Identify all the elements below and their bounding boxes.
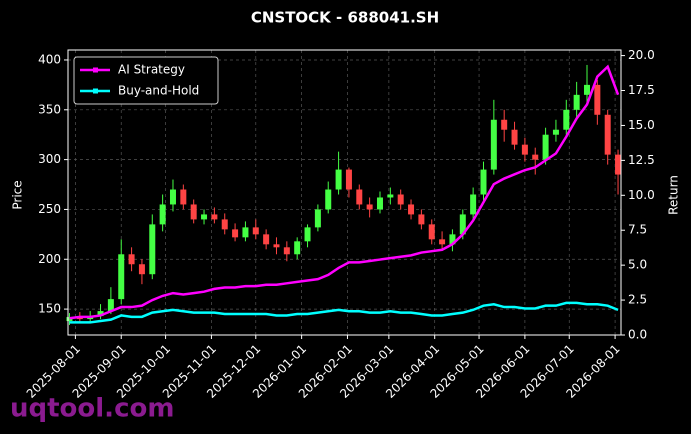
- y-tick-label: 350: [38, 102, 61, 116]
- legend-marker: [93, 67, 98, 73]
- candle-body: [169, 189, 176, 205]
- y2-tick-label: 7.5: [628, 223, 647, 237]
- candle-body: [428, 224, 435, 240]
- candle-body: [335, 169, 342, 190]
- candle-body: [149, 224, 156, 275]
- candle-body: [408, 204, 415, 215]
- candle-body: [356, 189, 363, 205]
- candle-body: [273, 244, 280, 248]
- candle-body: [376, 197, 383, 210]
- candle-body: [542, 134, 549, 160]
- chart-title: CNSTOCK - 688041.SH: [251, 9, 439, 27]
- y-tick-label: 250: [38, 202, 61, 216]
- y2-tick-label: 5.0: [628, 258, 647, 272]
- candle-body: [366, 204, 373, 210]
- candle-body: [418, 214, 425, 225]
- candle-body: [325, 189, 332, 210]
- candle-body: [211, 214, 218, 220]
- y2-tick-label: 0.0: [628, 328, 647, 342]
- candle-body: [470, 194, 477, 215]
- candle-body: [532, 154, 539, 160]
- candle-body: [594, 84, 601, 115]
- y2-tick-label: 10.0: [628, 188, 655, 202]
- candle-body: [439, 239, 446, 245]
- candle-body: [490, 119, 497, 170]
- candle-body: [397, 194, 404, 205]
- y2-tick-label: 20.0: [628, 48, 655, 62]
- watermark: uqtool.com: [10, 394, 174, 424]
- candle-body: [66, 317, 73, 322]
- candle-body: [180, 189, 187, 205]
- candle-body: [552, 129, 559, 135]
- return-line: [69, 64, 620, 320]
- candle-body: [449, 234, 456, 245]
- candle-body: [159, 204, 166, 225]
- y-tick-label: 200: [38, 252, 61, 266]
- candle-body: [521, 144, 528, 155]
- candle-body: [294, 241, 301, 255]
- candle-body: [583, 84, 590, 95]
- candle-body: [511, 129, 518, 145]
- y2-tick-label: 12.5: [628, 153, 655, 167]
- y-axis-label: Price: [11, 180, 25, 209]
- plot-frame: [67, 49, 622, 336]
- y2-tick-label: 2.5: [628, 293, 647, 307]
- candle-body: [283, 247, 290, 255]
- candle-body: [107, 299, 114, 312]
- candle-body: [232, 229, 239, 238]
- y-tick-label: 150: [38, 302, 61, 316]
- candle-body: [563, 109, 570, 130]
- candle-body: [615, 154, 622, 175]
- y-tick-label: 300: [38, 152, 61, 166]
- y2-tick-label: 17.5: [628, 83, 655, 97]
- y-tick-label: 400: [38, 52, 61, 66]
- candle-body: [263, 234, 270, 245]
- candle-body: [221, 219, 228, 230]
- candle-body: [118, 254, 125, 300]
- legend-marker: [93, 88, 98, 94]
- candle-body: [128, 254, 135, 265]
- candle-body: [138, 264, 145, 275]
- candle-body: [387, 194, 394, 198]
- candle-body: [345, 169, 352, 190]
- legend-label: Buy-and-Hold: [118, 84, 199, 98]
- candle-body: [190, 204, 197, 220]
- candle-body: [480, 169, 487, 195]
- y2-axis-label: Return: [667, 175, 681, 215]
- legend-label: AI Strategy: [118, 63, 185, 77]
- candle-body: [501, 119, 508, 130]
- candle-body: [304, 227, 311, 242]
- candle-body: [201, 214, 208, 220]
- candle-body: [314, 209, 321, 228]
- candle-body: [573, 94, 580, 110]
- candle-body: [97, 311, 104, 317]
- candle-body: [242, 227, 249, 238]
- return-line: [69, 301, 619, 324]
- candle-body: [604, 114, 611, 155]
- y2-tick-label: 15.0: [628, 118, 655, 132]
- candle-body: [252, 227, 259, 235]
- candle-body: [459, 214, 466, 235]
